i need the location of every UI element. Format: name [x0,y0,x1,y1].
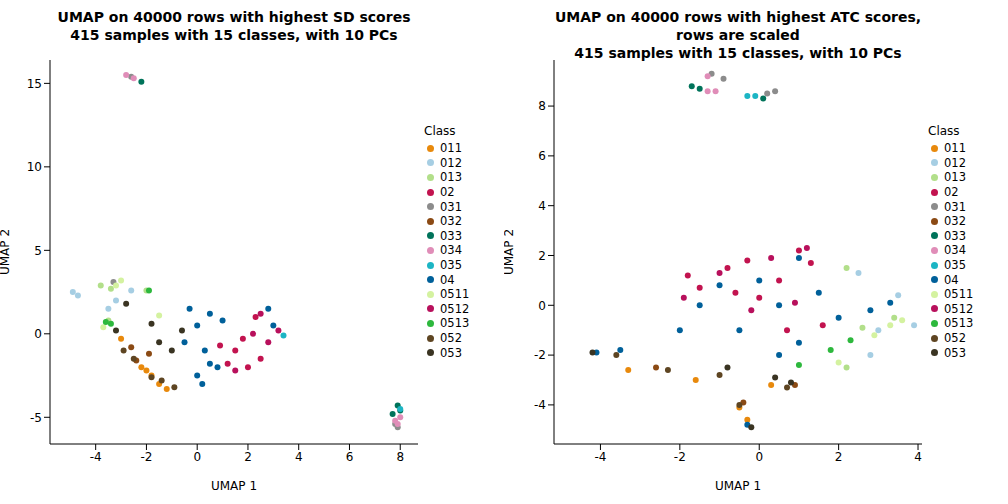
html-text:UMAP on 40000 rows with highes: UMAP on 40000 rows with highest ATC scor… [554,9,922,43]
html-text:Class: Class [424,124,456,138]
svg-text:UMAP 1: UMAP 1 [211,479,257,493]
html-text:UMAP on 40000 rows with highes: UMAP on 40000 rows with highest SD score… [57,9,411,25]
html-text:034: 034 [944,243,966,258]
svg-text:4: 4 [538,199,546,213]
svg-text:15: 15 [27,77,42,91]
html-text:032: 032 [440,214,462,229]
svg-text:0: 0 [193,450,201,464]
html-text:0512: 0512 [944,301,974,316]
svg-text:-2: -2 [140,450,152,464]
html-text:Class: Class [928,124,960,138]
svg-text:8: 8 [396,450,404,464]
html-text:033: 033 [944,228,966,243]
html-text:031: 031 [944,199,966,214]
svg-text:-4: -4 [594,450,606,464]
svg-text:-4: -4 [534,398,546,412]
svg-text:6: 6 [538,149,546,163]
html-text:033: 033 [440,228,462,243]
html-text:031: 031 [440,199,462,214]
html-text:04: 04 [440,272,455,287]
html-text:0511: 0511 [944,287,974,302]
html-text:011: 011 [944,141,966,156]
html-text:032: 032 [944,214,966,229]
svg-text:4: 4 [295,450,303,464]
svg-text:10: 10 [27,160,42,174]
html-text:0512: 0512 [440,301,470,316]
svg-text:0: 0 [755,450,763,464]
svg-text:5: 5 [34,244,42,258]
svg-text:0: 0 [538,299,546,313]
html-text:02: 02 [944,185,959,200]
svg-text:-2: -2 [674,450,686,464]
html-text:034: 034 [440,243,462,258]
html-text:012: 012 [440,155,462,170]
svg-text:4: 4 [914,450,922,464]
html-text:04: 04 [944,272,959,287]
svg-text:6: 6 [346,450,354,464]
svg-text:0: 0 [34,327,42,341]
svg-text:UMAP 1: UMAP 1 [715,479,761,493]
svg-text:-2: -2 [534,348,546,362]
html-text:013: 013 [944,170,966,185]
svg-text:UMAP 2: UMAP 2 [504,229,516,275]
html-text:0513: 0513 [944,316,974,331]
html-text:052: 052 [944,331,966,345]
svg-text:UMAP 2: UMAP 2 [8,229,12,275]
svg-text:-5: -5 [30,411,42,425]
svg-text:2: 2 [538,249,546,263]
html-text:035: 035 [440,258,462,272]
html-text:035: 035 [944,258,966,272]
svg-text:2: 2 [835,450,843,464]
html-text:415 samples with 15 classes, w: 415 samples with 15 classes, with 10 PCs [70,27,398,43]
html-text:013: 013 [440,170,462,185]
svg-text:8: 8 [538,99,546,113]
svg-text:2: 2 [244,450,252,464]
html-text:053: 053 [944,345,966,360]
svg-text:-4: -4 [90,450,102,464]
html-text:011: 011 [440,141,462,156]
html-text:415 samples with 15 classes, w: 415 samples with 15 classes, with 10 PCs [574,45,902,61]
html-text:0511: 0511 [440,287,470,302]
html-text:012: 012 [944,155,966,170]
html-text:02: 02 [440,185,455,200]
html-text:053: 053 [440,345,462,360]
html-text:0513: 0513 [440,316,470,331]
html-text:052: 052 [440,331,462,345]
